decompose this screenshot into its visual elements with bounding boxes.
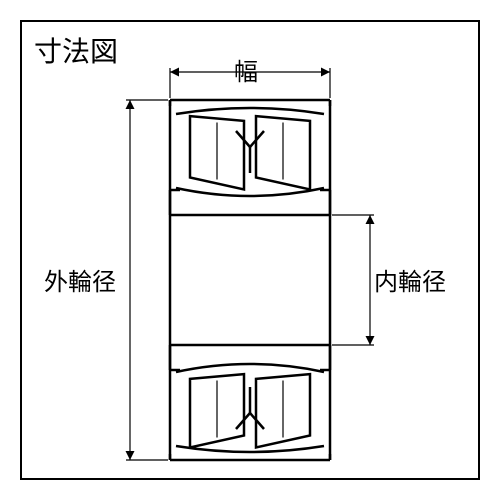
bearing-cross-section (0, 0, 500, 500)
